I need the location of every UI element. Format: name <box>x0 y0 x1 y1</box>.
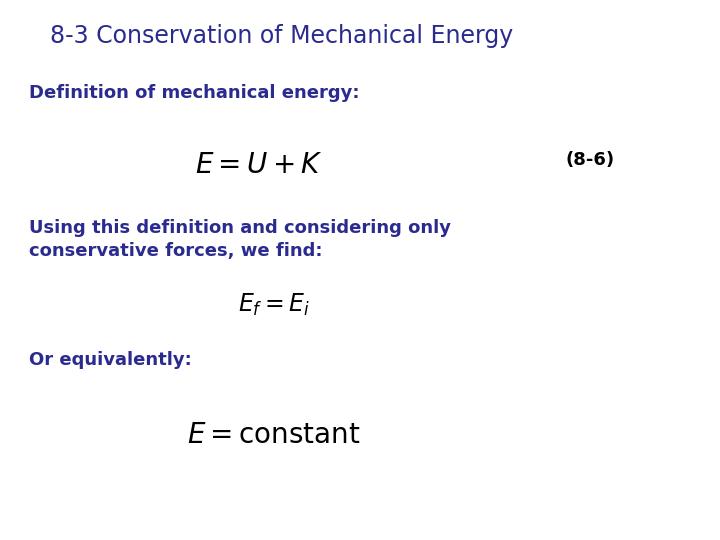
Text: Definition of mechanical energy:: Definition of mechanical energy: <box>29 84 359 102</box>
Text: $E_f = E_i$: $E_f = E_i$ <box>238 292 310 318</box>
Text: $E = \mathrm{constant}$: $E = \mathrm{constant}$ <box>186 421 361 449</box>
Text: (8-6): (8-6) <box>566 151 615 169</box>
Text: 8-3 Conservation of Mechanical Energy: 8-3 Conservation of Mechanical Energy <box>50 24 513 48</box>
Text: Or equivalently:: Or equivalently: <box>29 351 192 369</box>
Text: $E = U + K$: $E = U + K$ <box>195 151 323 179</box>
Text: Using this definition and considering only
conservative forces, we find:: Using this definition and considering on… <box>29 219 451 260</box>
